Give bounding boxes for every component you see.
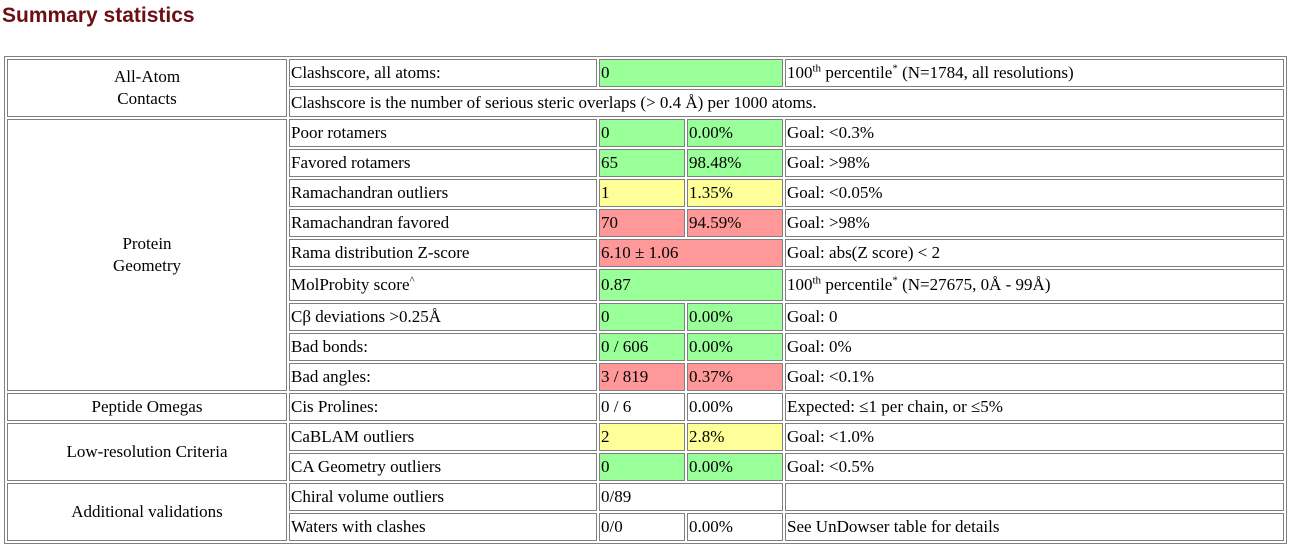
poor-rotamers-label: Poor rotamers (289, 119, 597, 147)
chiral-volume-outliers-goal (785, 483, 1284, 511)
group-low-resolution-criteria: Low-resolution Criteria (7, 423, 287, 481)
rama-z-score-goal: Goal: abs(Z score) < 2 (785, 239, 1284, 267)
table-row-ramachandran-favored: Ramachandran favored 70 94.59% Goal: >98… (7, 209, 1284, 237)
poor-rotamers-goal: Goal: <0.3% (785, 119, 1284, 147)
table-row-molprobity-score: MolProbity score^ 0.87 100th percentile*… (7, 269, 1284, 301)
waters-with-clashes-goal: See UnDowser table for details (785, 513, 1284, 541)
summary-statistics-table: All-Atom Contacts Clashscore, all atoms:… (4, 56, 1287, 544)
molprobity-score-label: MolProbity score^ (289, 269, 597, 301)
cis-prolines-value: 0 / 6 (599, 393, 685, 421)
cis-prolines-goal: Expected: ≤1 per chain, or ≤5% (785, 393, 1284, 421)
rama-z-score-value: 6.10 ± 1.06 (599, 239, 783, 267)
table-row-waters-with-clashes: Waters with clashes 0/0 0.00% See UnDows… (7, 513, 1284, 541)
bad-angles-value: 3 / 819 (599, 363, 685, 391)
favored-rotamers-label: Favored rotamers (289, 149, 597, 177)
ramachandran-favored-percent: 94.59% (687, 209, 783, 237)
ca-geometry-outliers-percent: 0.00% (687, 453, 783, 481)
table-row-poor-rotamers: Protein Geometry Poor rotamers 0 0.00% G… (7, 119, 1284, 391)
group-protein-geometry: Protein Geometry (7, 119, 287, 391)
group-all-atom-contacts: All-Atom Contacts (7, 59, 287, 117)
ca-geometry-outliers-label: CA Geometry outliers (289, 453, 597, 481)
cis-prolines-percent: 0.00% (687, 393, 783, 421)
ramachandran-outliers-goal: Goal: <0.05% (785, 179, 1284, 207)
cablam-outliers-percent: 2.8% (687, 423, 783, 451)
cablam-outliers-label: CaBLAM outliers (289, 423, 597, 451)
favored-rotamers-percent: 98.48% (687, 149, 783, 177)
clashscore-percentile: 100th percentile* (N=1784, all resolutio… (785, 59, 1284, 87)
ca-geometry-outliers-goal: Goal: <0.5% (785, 453, 1284, 481)
poor-rotamers-percent: 0.00% (687, 119, 783, 147)
table-row-clashscore: All-Atom Contacts Clashscore, all atoms:… (7, 59, 1284, 117)
waters-with-clashes-percent: 0.00% (687, 513, 783, 541)
cb-deviations-value: 0 (599, 303, 685, 331)
ramachandran-outliers-label: Ramachandran outliers (289, 179, 597, 207)
chiral-volume-outliers-label: Chiral volume outliers (289, 483, 597, 511)
page-title: Summary statistics (2, 4, 195, 27)
poor-rotamers-value: 0 (599, 119, 685, 147)
bad-angles-goal: Goal: <0.1% (785, 363, 1284, 391)
ramachandran-favored-value: 70 (599, 209, 685, 237)
table-row-ca-geometry-outliers: CA Geometry outliers 0 0.00% Goal: <0.5% (7, 453, 1284, 481)
ramachandran-outliers-percent: 1.35% (687, 179, 783, 207)
table-row-rama-z-score: Rama distribution Z-score 6.10 ± 1.06 Go… (7, 239, 1284, 267)
clashscore-value: 0 (599, 59, 783, 87)
rama-z-score-label: Rama distribution Z-score (289, 239, 597, 267)
ramachandran-favored-label: Ramachandran favored (289, 209, 597, 237)
cb-deviations-label: Cβ deviations >0.25Å (289, 303, 597, 331)
group-peptide-omegas: Peptide Omegas (7, 393, 287, 421)
cb-deviations-percent: 0.00% (687, 303, 783, 331)
table-row-cb-deviations: Cβ deviations >0.25Å 0 0.00% Goal: 0 (7, 303, 1284, 331)
chiral-volume-outliers-value: 0/89 (599, 483, 783, 511)
molprobity-percentile: 100th percentile* (N=27675, 0Å - 99Å) (785, 269, 1284, 301)
table-row-bad-bonds: Bad bonds: 0 / 606 0.00% Goal: 0% (7, 333, 1284, 361)
ca-geometry-outliers-value: 0 (599, 453, 685, 481)
ramachandran-favored-goal: Goal: >98% (785, 209, 1284, 237)
table-row-bad-angles: Bad angles: 3 / 819 0.37% Goal: <0.1% (7, 363, 1284, 391)
bad-bonds-goal: Goal: 0% (785, 333, 1284, 361)
table-row-favored-rotamers: Favored rotamers 65 98.48% Goal: >98% (7, 149, 1284, 177)
cis-prolines-label: Cis Prolines: (289, 393, 597, 421)
group-additional-validations: Additional validations (7, 483, 287, 541)
favored-rotamers-value: 65 (599, 149, 685, 177)
table-row-chiral-volume-outliers: Additional validations Chiral volume out… (7, 483, 1284, 541)
cablam-outliers-value: 2 (599, 423, 685, 451)
bad-angles-percent: 0.37% (687, 363, 783, 391)
clashscore-note: Clashscore is the number of serious ster… (289, 89, 1284, 117)
waters-with-clashes-value: 0/0 (599, 513, 685, 541)
table-row-cablam-outliers: Low-resolution Criteria CaBLAM outliers … (7, 423, 1284, 481)
favored-rotamers-goal: Goal: >98% (785, 149, 1284, 177)
bad-angles-label: Bad angles: (289, 363, 597, 391)
table-row-clashscore-note: Clashscore is the number of serious ster… (7, 89, 1284, 117)
bad-bonds-value: 0 / 606 (599, 333, 685, 361)
bad-bonds-label: Bad bonds: (289, 333, 597, 361)
table-row-cis-prolines: Peptide Omegas Cis Prolines: 0 / 6 0.00%… (7, 393, 1284, 421)
cb-deviations-goal: Goal: 0 (785, 303, 1284, 331)
molprobity-score-value: 0.87 (599, 269, 783, 301)
waters-with-clashes-label: Waters with clashes (289, 513, 597, 541)
ramachandran-outliers-value: 1 (599, 179, 685, 207)
cablam-outliers-goal: Goal: <1.0% (785, 423, 1284, 451)
bad-bonds-percent: 0.00% (687, 333, 783, 361)
table-row-ramachandran-outliers: Ramachandran outliers 1 1.35% Goal: <0.0… (7, 179, 1284, 207)
clashscore-label: Clashscore, all atoms: (289, 59, 597, 87)
